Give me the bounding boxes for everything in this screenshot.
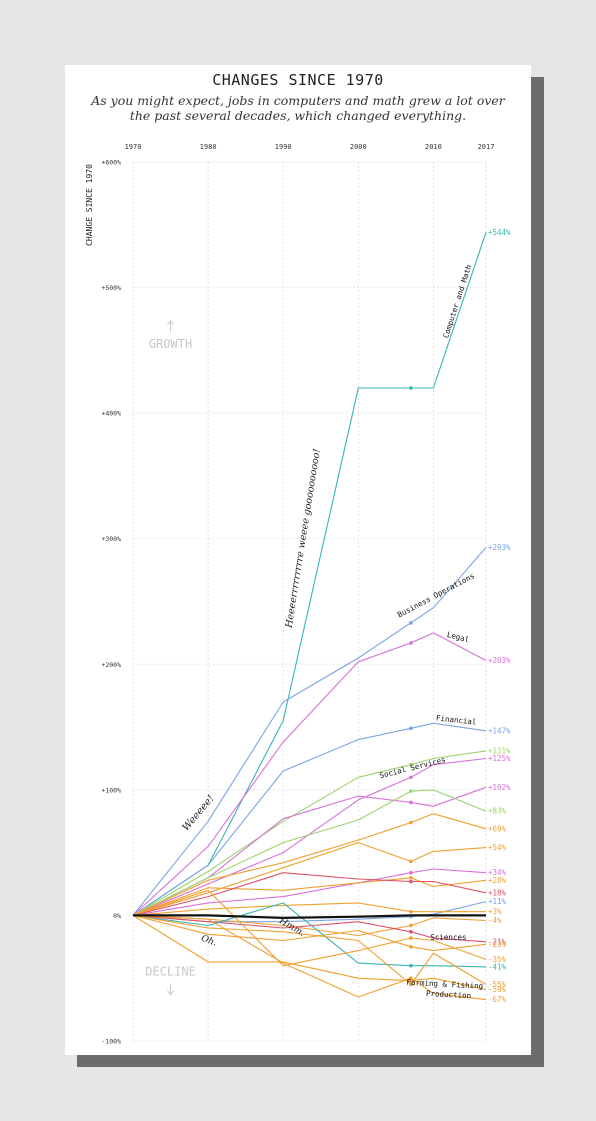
chart-subtitle: As you might expect, jobs in computers a… [91, 93, 505, 123]
series-end-label: +203% [488, 656, 511, 665]
x-tick-label: 2010 [425, 143, 442, 151]
series-marker [409, 963, 413, 968]
x-tick-label: 1990 [275, 143, 292, 151]
chart-annotation: DECLINE [145, 965, 196, 979]
series-end-label: +125% [488, 754, 511, 763]
series-end-label: +11% [488, 897, 507, 906]
series-end-label: +293% [488, 543, 511, 552]
y-tick-label: +200% [101, 661, 121, 669]
up-arrow-icon [167, 320, 174, 332]
series-line [132, 902, 487, 968]
series-end-label: +83% [488, 807, 507, 816]
series-line [132, 547, 487, 916]
series-line [132, 632, 487, 916]
series-line [132, 914, 487, 952]
series-line [132, 813, 487, 916]
series-marker [409, 978, 413, 983]
x-tick-label: 2017 [478, 143, 495, 151]
series-end-label: -59% [488, 985, 507, 994]
series-marker [409, 936, 413, 940]
series-end-label: +102% [488, 783, 511, 792]
series-line [132, 914, 487, 1001]
series-name-label: Production [426, 989, 472, 1000]
series-line [132, 914, 487, 943]
series-end-label: +54% [488, 843, 507, 852]
series-marker [409, 641, 413, 645]
series-name-label: Sciences [430, 933, 466, 942]
series-marker [409, 982, 413, 987]
series-line [132, 877, 487, 916]
y-tick-label: -100% [101, 1038, 121, 1046]
series-line [132, 902, 486, 916]
series-end-label: +28% [488, 876, 507, 885]
series-end-label: -21% [488, 937, 507, 946]
series-line [132, 842, 487, 916]
series-line [132, 750, 487, 916]
y-tick-label: +400% [101, 410, 121, 418]
series-end-label: +34% [488, 868, 507, 877]
series-end-label: -55% [488, 980, 507, 989]
series-end-label: -23% [488, 940, 507, 949]
series-name-label: Financial [436, 713, 477, 726]
series-marker [409, 386, 413, 390]
series-end-label: -41% [488, 962, 507, 971]
chart-annotation: GROWTH [149, 337, 192, 351]
y-tick-label: +500% [101, 284, 121, 292]
series-line [132, 868, 487, 916]
series-line [132, 757, 487, 916]
series-marker [409, 875, 413, 880]
series-name-label: Computer and Math [441, 264, 473, 340]
chart-annotation: Oh. [200, 934, 219, 949]
series-end-label: +131% [488, 746, 511, 755]
series-line [132, 872, 487, 916]
series-line [132, 914, 487, 986]
series-end-label: -4% [488, 916, 502, 925]
series-line [132, 232, 487, 916]
series-line [133, 914, 486, 920]
series-marker [409, 870, 413, 875]
series-marker [409, 923, 413, 928]
series-marker [409, 775, 413, 780]
series-end-label: +3% [488, 907, 502, 916]
series-line [132, 722, 487, 916]
series-marker [409, 621, 413, 625]
series-line [132, 789, 487, 916]
series-end-label: +544% [488, 228, 511, 237]
series-end-label: -35% [488, 955, 507, 964]
series-marker [409, 859, 413, 864]
series-end-label: -67% [488, 995, 507, 1004]
series-end-label: +147% [488, 726, 511, 735]
down-arrow-icon [167, 983, 174, 996]
series-marker [409, 879, 413, 884]
chart-title: CHANGES SINCE 1970 [212, 71, 384, 89]
series-marker [409, 820, 413, 825]
series-name-label: Legal [446, 630, 470, 645]
series-marker [409, 945, 413, 949]
y-tick-label: +600% [101, 159, 121, 167]
y-tick-label: +300% [101, 535, 121, 543]
x-tick-label: 2000 [350, 143, 367, 151]
line-chart: 1970 1980 1990 2000 2010 2017 +600% +500% +400% +… [85, 143, 511, 1046]
series-marker [409, 909, 413, 914]
series-name-label: Business Operations [396, 571, 476, 619]
series-marker [409, 789, 413, 793]
chart-card: CHANGES SINCE 1970 As you might expect, … [65, 65, 531, 1055]
series-marker [409, 976, 413, 981]
y-tick-label: 0% [113, 912, 121, 920]
chart-annotation: Weeeee! [181, 793, 217, 833]
series-end-label: +69% [488, 824, 507, 833]
series-name-label: Farming & Fishing [406, 978, 483, 991]
series-marker [409, 929, 413, 934]
series-marker [409, 726, 413, 731]
y-axis-label: CHANGE SINCE 1970 [85, 164, 94, 246]
series-line [132, 889, 487, 967]
series-end-label: +18% [488, 888, 507, 897]
series-marker [409, 800, 413, 805]
series-line [132, 914, 487, 991]
x-tick-label: 1970 [125, 143, 142, 151]
x-tick-label: 1980 [200, 143, 217, 151]
y-tick-label: +100% [101, 786, 121, 794]
series-marker [409, 762, 413, 767]
